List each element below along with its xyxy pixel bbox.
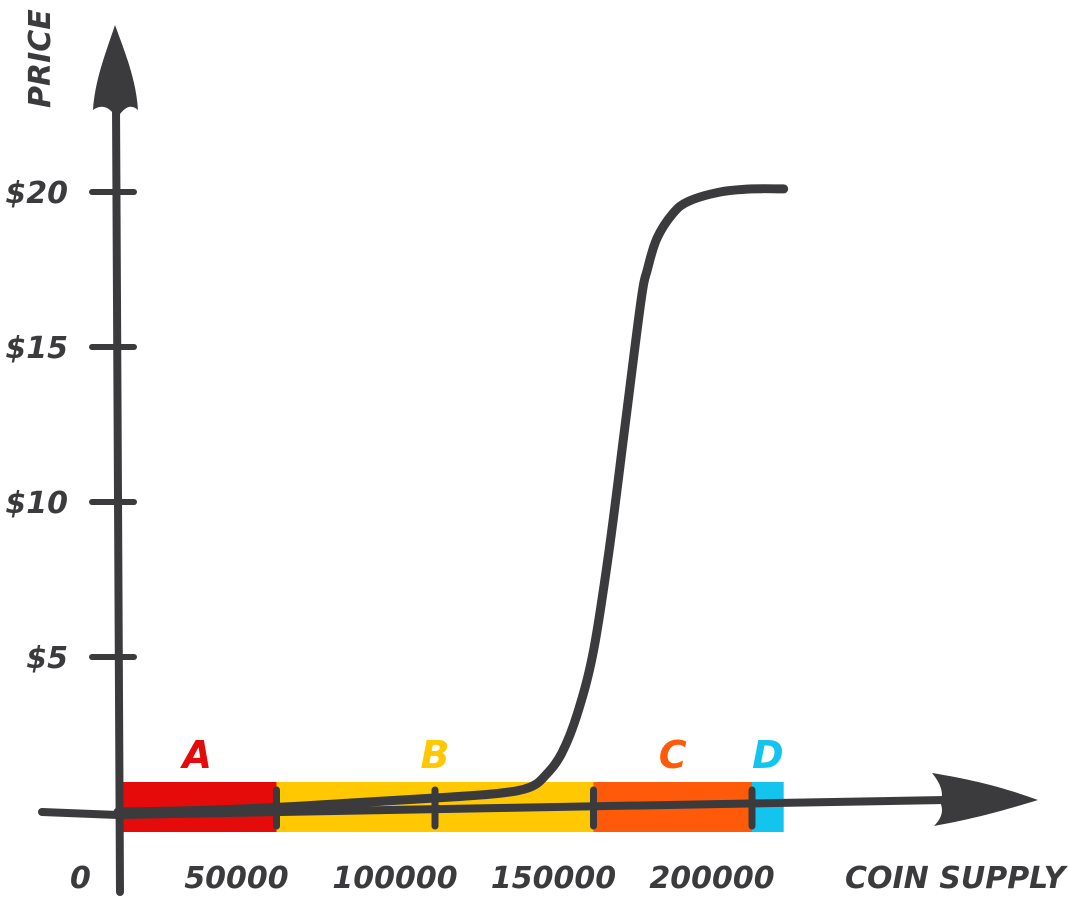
y-axis-title: PRICE — [23, 9, 58, 108]
x-tick-label: 50000 — [184, 861, 288, 896]
band-label-b: B — [421, 733, 450, 777]
y-tick-label: $15 — [5, 331, 68, 366]
band-label-c: C — [659, 733, 687, 777]
band-label-d: D — [752, 733, 784, 777]
band-label-a: A — [180, 733, 212, 777]
price-curve-layer — [113, 184, 789, 817]
labels: PRICE COIN SUPPLY 0 — [23, 9, 1068, 896]
axes — [38, 25, 1038, 896]
x-tick-label: 100000 — [332, 861, 457, 896]
y-axis-arrowhead — [93, 25, 138, 118]
y-axis-line — [112, 101, 124, 896]
y-tick-label: $20 — [5, 176, 68, 211]
y-tick-label: $10 — [5, 486, 68, 521]
x-tick-label: 200000 — [649, 861, 774, 896]
x-axis-line — [38, 796, 949, 820]
x-axis-title: COIN SUPPLY — [845, 861, 1068, 896]
ticks: $5 $10 $15 $20 50000 100000 150000 200000 — [5, 176, 774, 896]
price-curve — [113, 184, 789, 817]
x-tick-label: 150000 — [491, 861, 616, 896]
x-axis-arrowhead — [932, 773, 1038, 826]
origin-label: 0 — [70, 861, 91, 896]
y-tick-label: $5 — [26, 641, 68, 676]
